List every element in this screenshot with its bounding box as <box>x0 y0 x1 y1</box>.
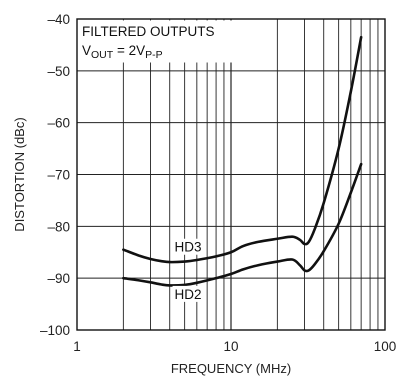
series-line-hd3 <box>122 35 363 264</box>
x-tick-label: 1 <box>73 339 81 354</box>
annotation-background <box>78 20 239 63</box>
series-label-hd3: HD3 <box>175 240 202 255</box>
series-labels: HD3 HD2 <box>172 238 202 302</box>
x-axis-label: FREQUENCY (MHz) <box>171 361 291 376</box>
y-tick-label: –100 <box>40 323 70 338</box>
series-lines <box>122 35 363 287</box>
x-tick-label: 100 <box>374 339 397 354</box>
y-tick-label: –40 <box>47 12 70 27</box>
annotation-sub-out: OUT <box>91 49 114 61</box>
series-line-hd2 <box>122 162 363 287</box>
series-label-hd2: HD2 <box>175 287 202 302</box>
y-tick-label: –70 <box>47 168 70 183</box>
y-axis-label: DISTORTION (dBc) <box>12 117 27 231</box>
x-tick-labels: 1 10 100 <box>73 339 396 354</box>
grid <box>77 19 385 330</box>
x-tick-label: 10 <box>223 339 238 354</box>
annotation-line-2: VOUT = 2VP-P <box>82 43 163 61</box>
y-tick-label: –80 <box>47 219 70 234</box>
annotation-line-1: FILTERED OUTPUTS <box>82 24 215 39</box>
plot-frame <box>76 18 386 331</box>
y-tick-label: –60 <box>47 116 70 131</box>
y-tick-label: –50 <box>47 64 70 79</box>
series-label-bg <box>172 285 201 302</box>
y-tick-label: –90 <box>47 271 70 286</box>
annotation-v: V <box>82 43 91 58</box>
y-tick-labels: –100 –90 –80 –70 –60 –50 –40 <box>40 12 70 338</box>
annotation-sub-pp: P-P <box>145 49 163 61</box>
series-label-bg <box>172 238 201 255</box>
annotation-equals: = 2V <box>113 43 145 58</box>
